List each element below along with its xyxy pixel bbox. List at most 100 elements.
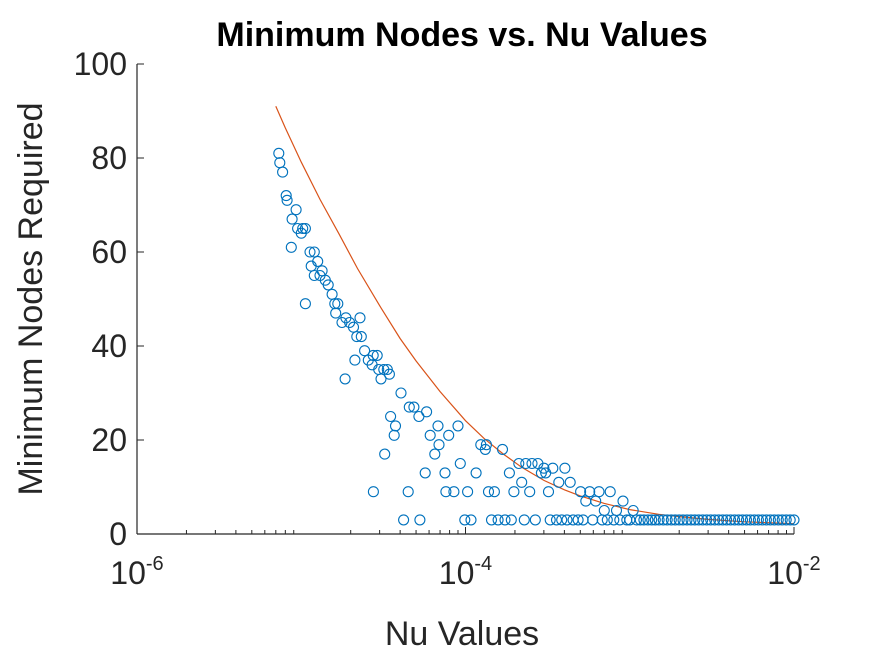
scatter-point bbox=[681, 514, 693, 526]
scatter-point bbox=[505, 514, 517, 526]
scatter-point bbox=[414, 514, 426, 526]
scatter-point bbox=[367, 349, 379, 361]
scatter-point bbox=[733, 514, 745, 526]
scatter-point bbox=[713, 514, 725, 526]
chart-title: Minimum Nodes vs. Nu Values bbox=[216, 16, 707, 54]
y-axis-ticks: 0 20 40 60 80 100 bbox=[74, 46, 144, 552]
scatter-point bbox=[556, 514, 568, 526]
scatter-point bbox=[398, 514, 410, 526]
scatter-point bbox=[673, 514, 685, 526]
scatter-point bbox=[379, 448, 391, 460]
scatter-point bbox=[780, 514, 792, 526]
scatter-point bbox=[709, 514, 721, 526]
scatter-point bbox=[657, 514, 669, 526]
y-tick-label: 80 bbox=[91, 140, 127, 176]
scatter-point bbox=[740, 514, 753, 526]
x-tick-base: 10 bbox=[110, 555, 146, 591]
scatter-point bbox=[575, 486, 587, 498]
scatter-point bbox=[503, 467, 515, 479]
scatter-point bbox=[529, 514, 541, 526]
scatter-point bbox=[653, 514, 665, 526]
scatter-point bbox=[572, 514, 584, 526]
x-axis-ticks: 10-6 10-4 10-2 bbox=[110, 527, 821, 591]
scatter-point bbox=[462, 486, 474, 498]
x-tick-base: 10 bbox=[439, 555, 475, 591]
scatter-point bbox=[330, 307, 342, 319]
scatter-point bbox=[760, 514, 772, 526]
scatter-point bbox=[736, 514, 749, 526]
scatter-point bbox=[513, 457, 525, 470]
scatter-point bbox=[439, 467, 451, 479]
scatter-point bbox=[788, 514, 800, 526]
scatter-point bbox=[701, 514, 713, 526]
scatter-point bbox=[752, 514, 764, 526]
scatter-point bbox=[542, 486, 555, 498]
scatter-point bbox=[717, 514, 729, 526]
scatter-point bbox=[299, 298, 311, 310]
scatter-point bbox=[308, 246, 320, 258]
scatter-point bbox=[526, 457, 538, 470]
scatter-point bbox=[408, 401, 420, 413]
scatter-point bbox=[388, 429, 400, 441]
scatter-point bbox=[432, 420, 444, 432]
scatter-point bbox=[354, 312, 366, 324]
scatter-point bbox=[697, 514, 709, 526]
scatter-point bbox=[748, 514, 760, 526]
scatter-point bbox=[459, 514, 471, 526]
scatter-point bbox=[630, 514, 643, 526]
scatter-point bbox=[634, 514, 646, 526]
scatter-point bbox=[433, 439, 445, 451]
scatter-point bbox=[721, 514, 733, 526]
scatter-point bbox=[561, 514, 573, 526]
y-tick-label: 0 bbox=[109, 516, 127, 552]
scatter-point bbox=[617, 495, 629, 507]
scatter-point bbox=[518, 514, 530, 526]
scatter-point bbox=[544, 514, 556, 526]
scatter-point bbox=[383, 368, 395, 380]
scatter-point bbox=[479, 443, 491, 455]
scatter-point bbox=[403, 401, 415, 413]
x-axis-label: Nu Values bbox=[385, 615, 539, 653]
scatter-point bbox=[516, 476, 528, 488]
scatter-point bbox=[440, 486, 452, 498]
scatter-point bbox=[454, 457, 466, 470]
scatter-point bbox=[492, 514, 504, 526]
scatter-point bbox=[349, 354, 361, 366]
scatter-point bbox=[290, 204, 302, 216]
scatter-point bbox=[646, 514, 658, 526]
scatter-point bbox=[553, 476, 565, 488]
scatter-point bbox=[304, 246, 316, 258]
scatter-point bbox=[693, 514, 705, 526]
scatter-point bbox=[452, 420, 464, 432]
scatter-point bbox=[729, 514, 741, 526]
scatter-point bbox=[768, 514, 780, 526]
scatter-point bbox=[661, 514, 673, 526]
scatter-point bbox=[559, 462, 571, 474]
scatter-point bbox=[299, 222, 311, 235]
scatter-point bbox=[564, 476, 576, 488]
scatter-point bbox=[772, 514, 784, 526]
scatter-point bbox=[367, 486, 379, 498]
scatter-point bbox=[424, 429, 436, 441]
scatter-point bbox=[547, 462, 559, 474]
x-tick-exponent: -6 bbox=[146, 553, 164, 575]
scatter-point bbox=[395, 387, 407, 399]
scatter-point bbox=[286, 213, 298, 225]
scatter-point bbox=[312, 255, 324, 267]
scatter-point bbox=[744, 514, 756, 526]
scatter-point bbox=[705, 514, 717, 526]
scatter-point bbox=[385, 410, 397, 423]
scatter-point bbox=[665, 514, 677, 526]
scatter-point bbox=[604, 486, 616, 498]
scatter-point bbox=[496, 443, 509, 455]
scatter-point bbox=[776, 514, 788, 526]
scatter-point bbox=[277, 166, 289, 178]
scatter-point bbox=[756, 514, 768, 526]
scatter-points-layer bbox=[273, 147, 800, 526]
scatter-point bbox=[443, 429, 455, 441]
scatter-point bbox=[764, 514, 776, 526]
scatter-point bbox=[601, 514, 613, 526]
scatter-point bbox=[285, 241, 297, 253]
